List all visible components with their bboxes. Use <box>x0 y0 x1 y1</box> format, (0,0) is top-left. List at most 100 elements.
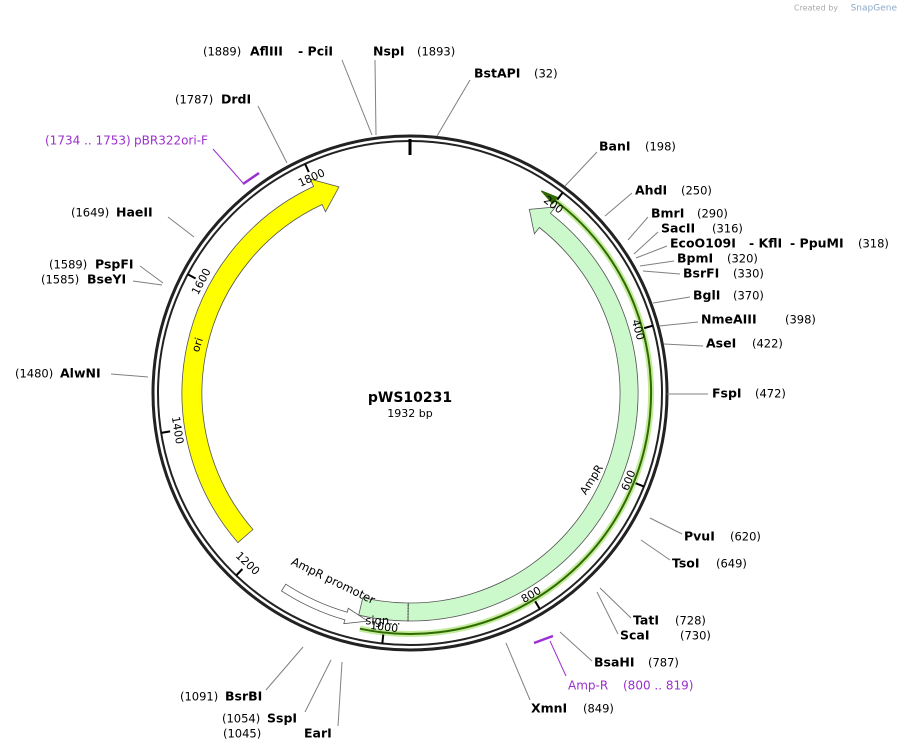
site-name: EcoO109I <box>670 236 736 251</box>
site-position: (1585) <box>41 273 79 287</box>
site-position: (290) <box>697 207 728 221</box>
site-name: BsrBI <box>225 689 262 704</box>
leader-line <box>642 270 681 275</box>
site-position: (198) <box>645 140 676 154</box>
site-position: (318) <box>858 237 889 251</box>
site-name: DrdI <box>221 92 251 107</box>
site-name: XmnI <box>531 701 567 716</box>
leader-line <box>640 539 671 561</box>
site-name: FspI <box>712 386 742 401</box>
site-name: NmeAIII <box>701 312 757 327</box>
site-position: (32) <box>534 67 558 81</box>
site-position: (787) <box>648 656 679 670</box>
site-name: BsaHI <box>594 655 635 670</box>
site-name: BseYI <box>87 272 126 287</box>
leader-line <box>167 216 195 238</box>
ruler-tick <box>643 324 654 330</box>
leader-line <box>658 321 699 327</box>
site-position: (398) <box>785 313 816 327</box>
ruler-tick <box>304 163 310 173</box>
leader-line <box>304 659 332 713</box>
leader-line <box>635 245 668 259</box>
primer-name: Amp-R <box>568 679 608 693</box>
site-name: HaeII <box>116 205 153 220</box>
leader-line <box>652 296 691 304</box>
leader-line <box>639 260 675 267</box>
site-name: AhdI <box>635 183 667 198</box>
feature-ampr <box>407 206 639 622</box>
site-position: (1589) <box>49 258 87 272</box>
site-position: (728) <box>675 614 706 628</box>
leader-line <box>139 265 164 284</box>
leader-line <box>436 79 471 137</box>
site-position: (649) <box>716 557 747 571</box>
site-position: (330) <box>733 267 764 281</box>
site-position: (320) <box>727 252 758 266</box>
site-name: BstAPI <box>474 66 520 81</box>
site-name: BmrI <box>651 206 684 221</box>
site-position: (1045) <box>223 727 261 741</box>
feature-ori <box>181 178 340 544</box>
primer-range: (800 .. 819) <box>623 679 693 693</box>
ruler-label: 400 <box>629 318 647 342</box>
leader-line <box>663 343 704 347</box>
leader-line <box>257 105 288 164</box>
site-position: (730) <box>680 629 711 643</box>
leader-line <box>110 373 149 378</box>
site-position: (1889) <box>203 45 241 59</box>
feature-label: sign… <box>365 614 400 628</box>
leader-line <box>627 216 649 241</box>
site-position: (1649) <box>71 206 109 220</box>
site-name: EarI <box>304 726 332 741</box>
leader-line <box>633 231 659 255</box>
site-name: BglI <box>693 288 720 303</box>
strand-head <box>540 190 559 205</box>
site-name: AflIII <box>250 44 283 59</box>
primer-leader <box>212 148 244 184</box>
leader-line <box>559 631 593 662</box>
primer-range: (1734 .. 1753) <box>45 134 131 148</box>
site-name: BpmI <box>677 251 713 266</box>
site-name: - KflI <box>749 236 782 251</box>
branding-prefix: Created by <box>794 4 838 13</box>
ruler-tick <box>635 482 645 488</box>
leader-line <box>265 646 304 691</box>
site-name: BsrFI <box>683 266 719 281</box>
site-position: (1091) <box>180 690 218 704</box>
strand-line <box>359 197 653 635</box>
ruler-tick <box>187 273 197 280</box>
primer-mark <box>533 634 554 645</box>
site-name: TatI <box>633 613 659 628</box>
site-name: - PpuMI <box>790 236 844 251</box>
leader-line <box>564 151 598 187</box>
feature-label: ori <box>189 336 206 354</box>
plasmid-length: 1932 bp <box>387 407 432 420</box>
site-name: BanI <box>599 139 631 154</box>
branding-product: SnapGene <box>851 4 898 14</box>
ruler-tick <box>161 430 171 434</box>
backbone-outer <box>151 134 669 652</box>
site-name: AlwNI <box>60 366 101 381</box>
ruler-label: 1000 <box>370 619 399 635</box>
site-name: - PciI <box>298 44 333 59</box>
site-name: AseI <box>706 336 736 351</box>
leader-line <box>596 591 619 635</box>
site-position: (316) <box>712 222 743 236</box>
primer-name: pBR322ori-F <box>134 134 208 148</box>
feature-promoter <box>280 583 369 625</box>
ruler-tick <box>381 634 385 644</box>
leader-line <box>505 642 531 701</box>
site-position: (1893) <box>417 45 455 59</box>
site-position: (849) <box>583 702 614 716</box>
leader-line <box>649 517 683 535</box>
site-name: TsoI <box>672 556 700 571</box>
ruler-label: 1400 <box>169 415 186 445</box>
site-position: (1480) <box>15 367 53 381</box>
site-name: ScaI <box>620 628 650 643</box>
leader-line <box>337 661 343 727</box>
site-position: (370) <box>733 289 764 303</box>
leader-line <box>604 192 633 217</box>
leader-line <box>374 59 377 136</box>
site-name: NspI <box>373 44 405 59</box>
